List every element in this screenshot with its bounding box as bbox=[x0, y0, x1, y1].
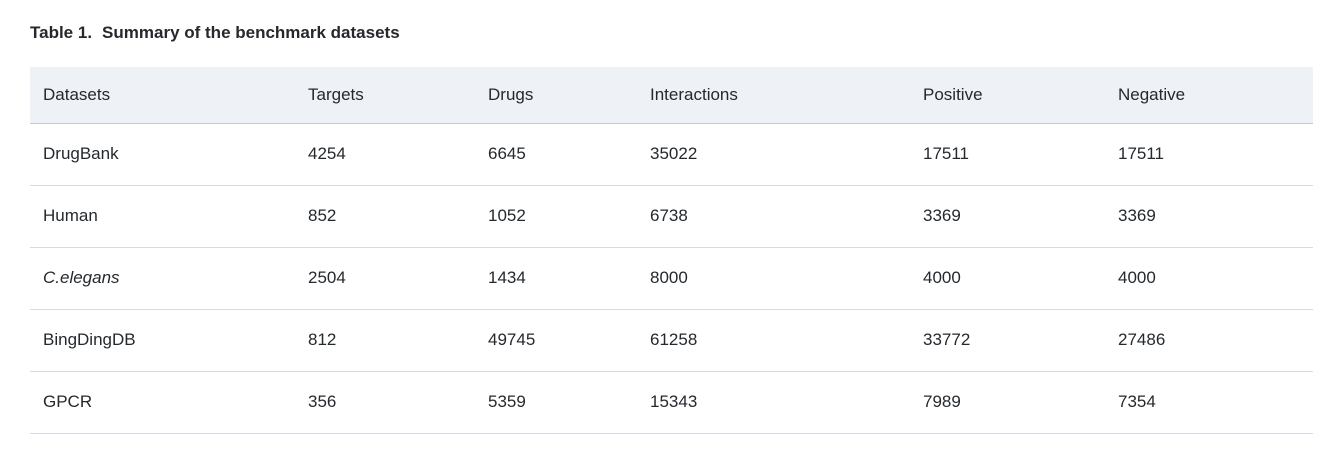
cell-drugs: 49745 bbox=[488, 309, 650, 372]
cell-drugs: 5359 bbox=[488, 371, 650, 434]
cell-targets: 356 bbox=[308, 371, 488, 434]
column-header-targets: Targets bbox=[308, 67, 488, 124]
table-caption-label: Table 1. bbox=[30, 23, 93, 42]
cell-interactions: 35022 bbox=[650, 123, 923, 186]
cell-dataset-name: GPCR bbox=[30, 371, 308, 434]
cell-positive: 17511 bbox=[923, 123, 1118, 186]
cell-drugs: 6645 bbox=[488, 123, 650, 186]
cell-negative: 27486 bbox=[1118, 309, 1313, 372]
cell-negative: 4000 bbox=[1118, 247, 1313, 310]
cell-interactions: 61258 bbox=[650, 309, 923, 372]
cell-negative: 7354 bbox=[1118, 371, 1313, 434]
column-header-datasets: Datasets bbox=[30, 67, 308, 124]
column-header-interactions: Interactions bbox=[650, 67, 923, 124]
table-row-celegans: C.elegans 2504 1434 8000 4000 4000 bbox=[30, 247, 1313, 310]
cell-interactions: 8000 bbox=[650, 247, 923, 310]
table-caption: Table 1. Summary of the benchmark datase… bbox=[30, 23, 1342, 43]
table-row-human: Human 852 1052 6738 3369 3369 bbox=[30, 185, 1313, 248]
cell-targets: 852 bbox=[308, 185, 488, 248]
cell-interactions: 6738 bbox=[650, 185, 923, 248]
column-header-negative: Negative bbox=[1118, 67, 1313, 124]
column-header-drugs: Drugs bbox=[488, 67, 650, 124]
cell-targets: 4254 bbox=[308, 123, 488, 186]
cell-drugs: 1434 bbox=[488, 247, 650, 310]
table-row-drugbank: DrugBank 4254 6645 35022 17511 17511 bbox=[30, 123, 1313, 186]
cell-drugs: 1052 bbox=[488, 185, 650, 248]
cell-dataset-name: Human bbox=[30, 185, 308, 248]
header-row: Datasets Targets Drugs Interactions Posi… bbox=[30, 67, 1313, 124]
cell-negative: 3369 bbox=[1118, 185, 1313, 248]
cell-dataset-name: BingDingDB bbox=[30, 309, 308, 372]
cell-positive: 3369 bbox=[923, 185, 1118, 248]
cell-positive: 7989 bbox=[923, 371, 1118, 434]
cell-interactions: 15343 bbox=[650, 371, 923, 434]
cell-targets: 812 bbox=[308, 309, 488, 372]
cell-dataset-name: C.elegans bbox=[30, 247, 308, 310]
cell-dataset-name: DrugBank bbox=[30, 123, 308, 186]
cell-positive: 4000 bbox=[923, 247, 1118, 310]
benchmark-datasets-table: Datasets Targets Drugs Interactions Posi… bbox=[30, 67, 1313, 434]
table-row-gpcr: GPCR 356 5359 15343 7989 7354 bbox=[30, 371, 1313, 434]
cell-targets: 2504 bbox=[308, 247, 488, 310]
table-row-bingdingdb: BingDingDB 812 49745 61258 33772 27486 bbox=[30, 309, 1313, 372]
table-caption-text: Summary of the benchmark datasets bbox=[102, 23, 400, 42]
cell-negative: 17511 bbox=[1118, 123, 1313, 186]
cell-positive: 33772 bbox=[923, 309, 1118, 372]
page: { "caption": { "label": "Table 1.", "tex… bbox=[0, 23, 1342, 450]
column-header-positive: Positive bbox=[923, 67, 1118, 124]
